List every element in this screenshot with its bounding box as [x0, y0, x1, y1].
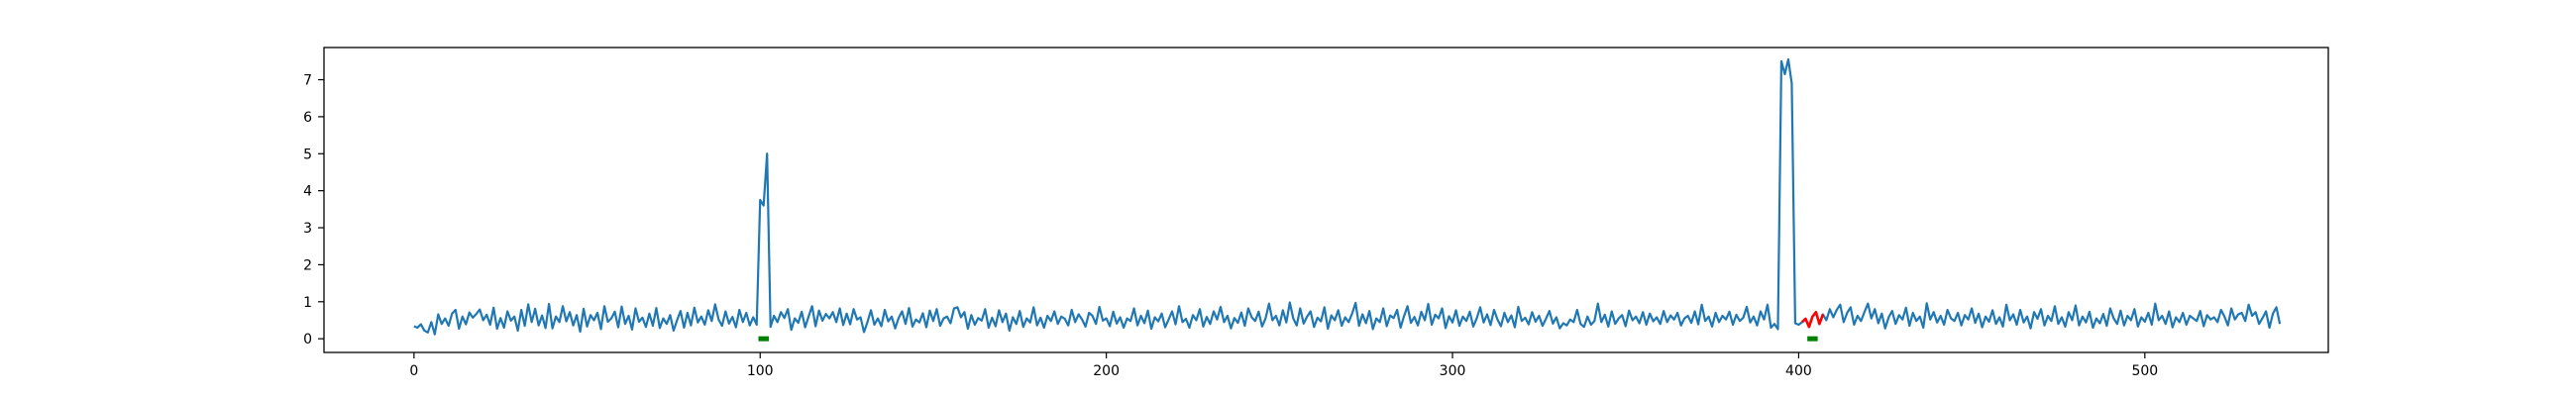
- y-tick-label: 3: [303, 221, 312, 237]
- y-tick-label: 4: [303, 184, 312, 200]
- x-tick-label: 500: [2131, 363, 2158, 379]
- y-axis-ticks: 0 1 2 3 4 5 6 7: [303, 73, 324, 347]
- series-line: [413, 57, 2282, 336]
- x-tick-label: 100: [747, 363, 774, 379]
- y-tick-label: 1: [303, 295, 312, 311]
- x-tick-label: 400: [1785, 363, 1812, 379]
- anomaly-highlight-line: [1801, 310, 1825, 329]
- x-tick-label: 200: [1093, 363, 1120, 379]
- y-tick-label: 6: [303, 110, 312, 126]
- y-tick-label: 0: [303, 332, 312, 347]
- x-axis-ticks: 0 100 200 300 400 500: [409, 352, 2158, 379]
- axes-frame: [323, 47, 2329, 353]
- x-tick-label: 300: [1440, 363, 1466, 379]
- y-tick-label: 2: [303, 257, 312, 273]
- x-tick-label: 0: [409, 363, 418, 379]
- y-tick-label: 5: [303, 147, 312, 162]
- y-tick-label: 7: [303, 73, 312, 89]
